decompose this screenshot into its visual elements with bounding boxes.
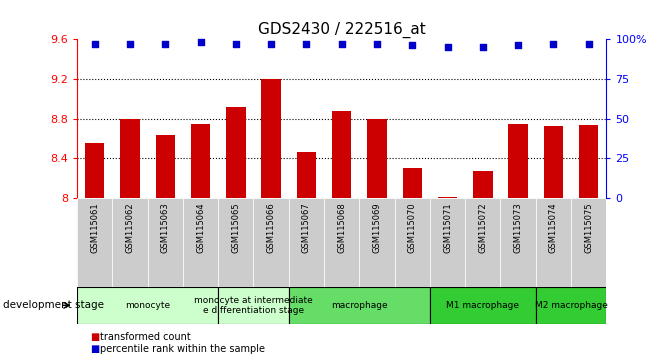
Point [513,42,523,48]
Bar [191,124,210,198]
Bar [536,198,571,287]
Bar [359,198,395,287]
Bar [395,198,430,287]
Point [548,41,559,47]
Title: GDS2430 / 222516_at: GDS2430 / 222516_at [258,21,425,38]
Bar [147,198,183,287]
Bar [113,198,147,287]
Point [442,44,453,50]
Bar [289,198,324,287]
Bar [261,79,281,198]
Text: GSM115064: GSM115064 [196,202,205,253]
Text: M2 macrophage: M2 macrophage [535,301,608,310]
Bar [77,287,218,324]
Bar [367,119,387,198]
Text: GSM115068: GSM115068 [337,202,346,253]
Point [89,41,100,47]
Bar [500,198,536,287]
Text: macrophage: macrophage [331,301,388,310]
Point [372,41,383,47]
Text: GSM115073: GSM115073 [514,202,523,253]
Bar [403,169,422,198]
Point [195,39,206,45]
Text: ■: ■ [90,332,100,342]
Bar [571,198,606,287]
Bar [226,107,245,198]
Bar [155,135,175,198]
Bar [289,287,430,324]
Text: GSM115074: GSM115074 [549,202,558,253]
Bar [183,198,218,287]
Bar [430,198,465,287]
Text: GSM115067: GSM115067 [302,202,311,253]
Bar [218,198,253,287]
Text: GSM115065: GSM115065 [231,202,241,253]
Bar [85,143,105,198]
Point [301,41,312,47]
Text: GSM115062: GSM115062 [125,202,135,253]
Bar [438,197,457,198]
Text: monocyte: monocyte [125,301,170,310]
Bar [544,126,563,198]
Text: GSM115061: GSM115061 [90,202,99,253]
Bar [297,153,316,198]
Point [407,42,417,48]
Point [266,41,277,47]
Point [160,41,171,47]
Text: GSM115075: GSM115075 [584,202,593,253]
Text: GSM115070: GSM115070 [408,202,417,253]
Text: monocyte at intermediate
e differentiation stage: monocyte at intermediate e differentiati… [194,296,313,315]
Point [125,41,135,47]
Text: GSM115071: GSM115071 [443,202,452,253]
Bar [579,125,598,198]
Point [584,41,594,47]
Bar [121,119,139,198]
Text: ■: ■ [90,344,100,354]
Text: percentile rank within the sample: percentile rank within the sample [100,344,265,354]
Text: GSM115066: GSM115066 [267,202,275,253]
Bar [253,198,289,287]
Point [230,41,241,47]
Point [478,44,488,50]
Text: GSM115072: GSM115072 [478,202,487,253]
Bar [332,110,351,198]
Text: transformed count: transformed count [100,332,191,342]
Text: GSM115069: GSM115069 [373,202,381,253]
Bar [324,198,359,287]
Bar [473,171,492,198]
Bar [509,124,528,198]
Bar [77,198,113,287]
Point [336,41,347,47]
Bar [430,287,536,324]
Bar [536,287,606,324]
Text: GSM115063: GSM115063 [161,202,170,253]
Text: development stage: development stage [3,300,105,310]
Text: M1 macrophage: M1 macrophage [446,301,519,310]
Bar [465,198,500,287]
Bar [218,287,289,324]
